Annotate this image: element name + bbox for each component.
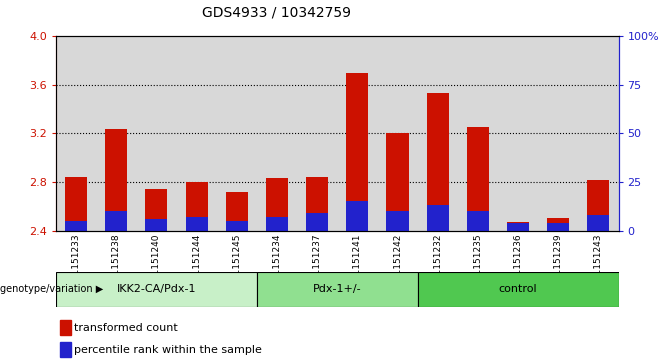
Bar bbox=[346, 73, 368, 231]
Bar bbox=[105, 211, 127, 231]
Text: IKK2-CA/Pdx-1: IKK2-CA/Pdx-1 bbox=[116, 285, 196, 294]
Bar bbox=[226, 192, 248, 231]
Text: percentile rank within the sample: percentile rank within the sample bbox=[74, 345, 262, 355]
Bar bbox=[507, 223, 529, 231]
Text: genotype/variation ▶: genotype/variation ▶ bbox=[0, 285, 103, 294]
Bar bbox=[186, 182, 208, 231]
Bar bbox=[547, 223, 569, 231]
Bar bbox=[386, 134, 409, 231]
Bar bbox=[60, 320, 70, 335]
Text: Pdx-1+/-: Pdx-1+/- bbox=[313, 285, 361, 294]
Bar bbox=[306, 177, 328, 231]
Bar bbox=[588, 180, 609, 231]
Bar bbox=[65, 177, 87, 231]
Bar bbox=[418, 36, 619, 231]
Bar bbox=[588, 215, 609, 231]
Bar bbox=[60, 342, 70, 357]
Bar bbox=[257, 36, 418, 231]
Bar bbox=[186, 217, 208, 231]
Bar bbox=[386, 211, 409, 231]
Bar bbox=[467, 211, 489, 231]
Bar bbox=[547, 219, 569, 231]
Bar bbox=[346, 201, 368, 231]
Bar bbox=[507, 222, 529, 231]
Bar bbox=[145, 189, 167, 231]
Bar bbox=[65, 221, 87, 231]
Text: GDS4933 / 10342759: GDS4933 / 10342759 bbox=[202, 5, 351, 20]
Bar bbox=[257, 272, 418, 307]
Text: transformed count: transformed count bbox=[74, 323, 178, 333]
Bar bbox=[426, 205, 449, 231]
Bar bbox=[56, 36, 257, 231]
Bar bbox=[426, 93, 449, 231]
Bar bbox=[145, 219, 167, 231]
Bar bbox=[306, 213, 328, 231]
Bar bbox=[105, 129, 127, 231]
Bar bbox=[266, 217, 288, 231]
Bar bbox=[226, 221, 248, 231]
Text: control: control bbox=[499, 285, 538, 294]
Bar bbox=[266, 178, 288, 231]
Bar bbox=[467, 127, 489, 231]
Bar bbox=[56, 272, 257, 307]
Bar bbox=[418, 272, 619, 307]
